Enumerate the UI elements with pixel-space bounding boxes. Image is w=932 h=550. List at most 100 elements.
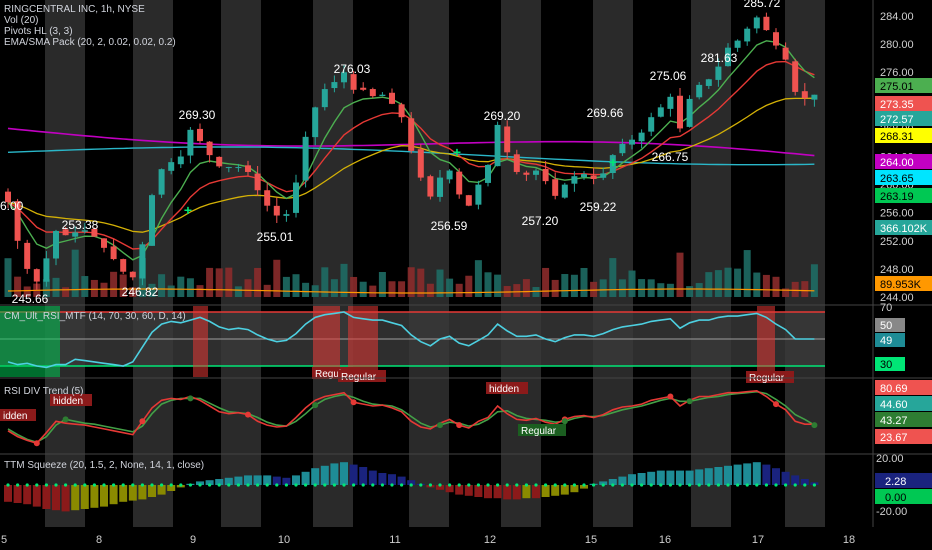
squeeze-bar [656,470,665,485]
squeeze-bar [762,464,771,485]
squeeze-bar [148,485,156,497]
squeeze-bar [570,485,579,493]
squeeze-dot [774,483,778,487]
squeeze-bar [205,480,214,485]
volume-bar [119,274,127,297]
candle-body [149,195,155,246]
candle-body [235,167,242,169]
squeeze-dot [659,483,663,487]
squeeze-dot [563,483,567,487]
pivot-label: 269.30 [179,108,216,122]
volume-bar [167,285,175,297]
div-dot [245,411,251,418]
squeeze-dot [83,483,87,487]
candle-body [725,47,731,67]
price-tag [875,128,932,143]
candle-body [389,92,395,104]
div-tag-label: 23.67 [880,432,908,444]
candle-body [782,47,789,60]
candle-body [91,228,98,237]
squeeze-bar [503,485,512,500]
squeeze-bar [263,475,272,485]
x-tick: 12 [484,534,496,546]
volume-bar [254,267,262,297]
squeeze-dot [668,483,673,487]
candle-body [600,173,607,178]
volume-bar [590,281,598,297]
squeeze-dot [448,483,452,487]
candle-body [494,124,501,167]
candle-body [283,214,290,216]
div-dot [773,401,779,408]
candle-body [801,91,808,99]
squeeze-dot [227,483,231,487]
div-tag-label: 80.69 [880,383,908,395]
squeeze-bar [800,479,809,485]
x-tick: 5 [1,534,7,546]
candle-body [24,242,31,269]
volume-bar [378,271,386,297]
price-tag [875,78,932,93]
squeeze-dot [25,483,29,487]
squeeze-pane [4,462,819,512]
rsi-zone [0,306,60,377]
candle-body [446,170,453,180]
volume-bar [599,279,607,297]
squeeze-dot [544,483,548,487]
candle-body [523,172,530,175]
candle-body [571,176,578,184]
candle-body [552,179,559,196]
volume-bar [436,269,444,297]
rsi-current-tag [875,333,905,347]
squeeze-dot [803,483,807,487]
price-tag [875,154,932,169]
candle-body [609,155,616,174]
squeeze-bar [330,463,339,485]
squeeze-bar [215,479,224,485]
candle-body [417,149,424,178]
squeeze-dot [332,483,336,487]
squeeze-dot [755,483,759,487]
candle-body [216,156,223,167]
volume-bar [657,283,665,297]
sq-tag-label: 2.28 [885,476,906,488]
price-tick: 248.00 [880,264,914,276]
candle-body [590,175,597,179]
squeeze-bar [512,485,521,500]
squeeze-dot [630,483,634,487]
squeeze-dot [217,483,221,487]
squeeze-bar [474,485,483,497]
squeeze-bar [647,471,656,485]
sq-tag-label: 0.00 [885,492,906,504]
squeeze-bar [464,485,473,496]
rsi-div-legend: RSI DIV Trend (5) [4,386,84,397]
squeeze-bar [224,477,233,485]
volume-bar [714,270,722,297]
squeeze-bar [407,480,416,485]
candle-body [81,230,88,232]
squeeze-dot [160,483,164,487]
squeeze-bar [445,485,454,493]
div-dot [139,418,146,425]
squeeze-dot [169,483,173,487]
candle-body [158,169,165,195]
squeeze-dot [92,483,96,487]
squeeze-bar [311,468,320,485]
volume-bar [762,274,770,297]
rsi-tick: 50 [880,320,892,332]
candle-body [734,40,741,48]
legend-ema-sma: EMA/SMA Pack (20, 2, 0.02, 0.02, 0.2) [4,37,176,48]
squeeze-bar [234,476,243,485]
candle-body [120,259,127,272]
pivot-label: 275.06 [650,69,687,83]
div-dot [62,416,69,423]
price-tag [875,220,932,235]
div-dot [437,422,443,429]
main-legend: RINGCENTRAL INC, 1h, NYSE Vol (20) Pivot… [4,4,176,48]
squeeze-dot [208,483,212,487]
volume-bar [52,277,60,297]
volume-bar [215,268,223,297]
squeeze-bar [551,485,560,496]
squeeze-bar [253,475,262,485]
pivot-label: 285.72 [744,0,781,10]
